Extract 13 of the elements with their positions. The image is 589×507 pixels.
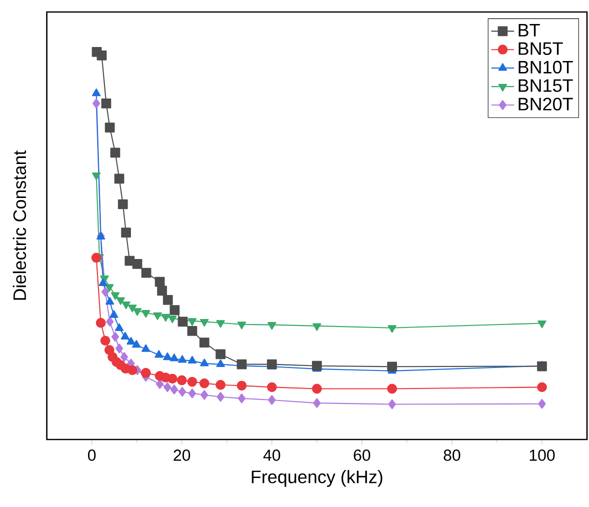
x-axis-title: Frequency (kHz) — [252, 470, 382, 487]
x-tick-label: 60 — [354, 450, 370, 461]
x-tick-label: 80 — [444, 450, 460, 461]
x-tick-label: 20 — [174, 450, 190, 461]
x-tick-label: 100 — [530, 450, 555, 461]
x-tick-label: 0 — [88, 450, 96, 461]
legend-label: BN10T — [518, 60, 573, 74]
legend-label: BN20T — [518, 98, 573, 110]
y-axis-title: Dielectric Constant — [12, 150, 26, 300]
legend-label: BN5T — [518, 42, 563, 55]
legend-label: BN15T — [518, 79, 573, 92]
legend-label: BT — [518, 24, 540, 36]
x-tick-label: 40 — [263, 450, 280, 461]
